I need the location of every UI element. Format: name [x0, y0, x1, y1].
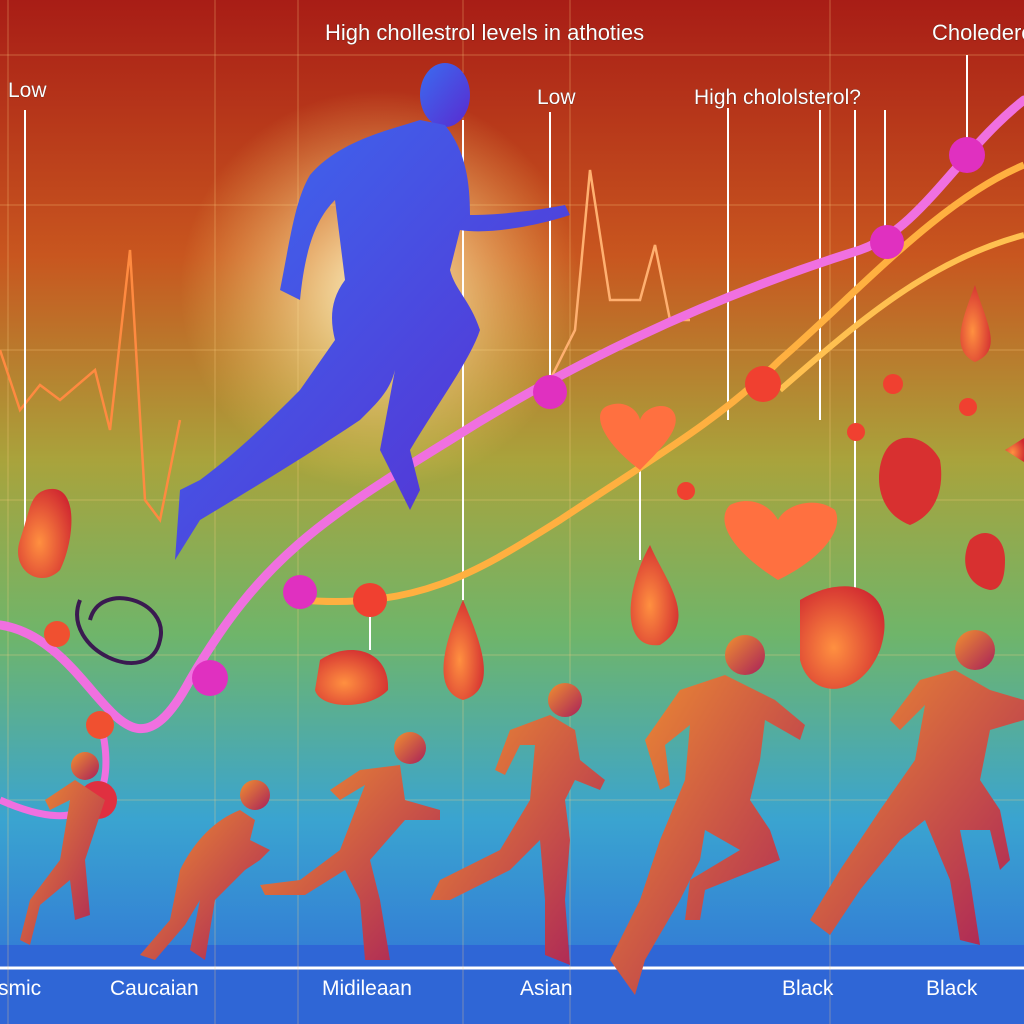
runner-3	[260, 732, 440, 960]
heart-icons	[600, 403, 1005, 590]
label-high-question: High chololsterol?	[694, 86, 861, 109]
group-label: Black	[926, 977, 978, 1000]
label-low-center: Low	[537, 86, 576, 109]
ekg-line-center	[538, 169, 690, 401]
label-top-right: Cholederol	[932, 20, 1024, 45]
blue-runner	[175, 63, 570, 560]
group-label: Black	[782, 977, 834, 1000]
orange-curve-2	[778, 232, 1024, 393]
runner-1	[20, 752, 105, 945]
title: High chollestrol levels in athoties	[325, 20, 644, 45]
label-low-left: Low	[8, 79, 47, 102]
group-label: Asian	[520, 977, 573, 1000]
orange-curve-1	[299, 161, 1024, 606]
group-label: Caucaian	[110, 977, 199, 1000]
runners	[20, 630, 1024, 995]
runner-5	[610, 635, 805, 995]
data-points	[44, 137, 985, 819]
ekg-line-left	[0, 249, 182, 523]
group-labels: smic Caucaian Midileaan Asian Black Blac…	[0, 977, 978, 1000]
bottom-band	[0, 945, 1024, 1024]
runner-2	[140, 780, 270, 960]
runner-6	[810, 630, 1024, 945]
cholesterol-drops	[18, 285, 1024, 705]
squiggle	[75, 596, 163, 665]
group-label: smic	[0, 977, 41, 1000]
runner-4	[430, 683, 605, 965]
group-label: Midileaan	[322, 977, 412, 1000]
